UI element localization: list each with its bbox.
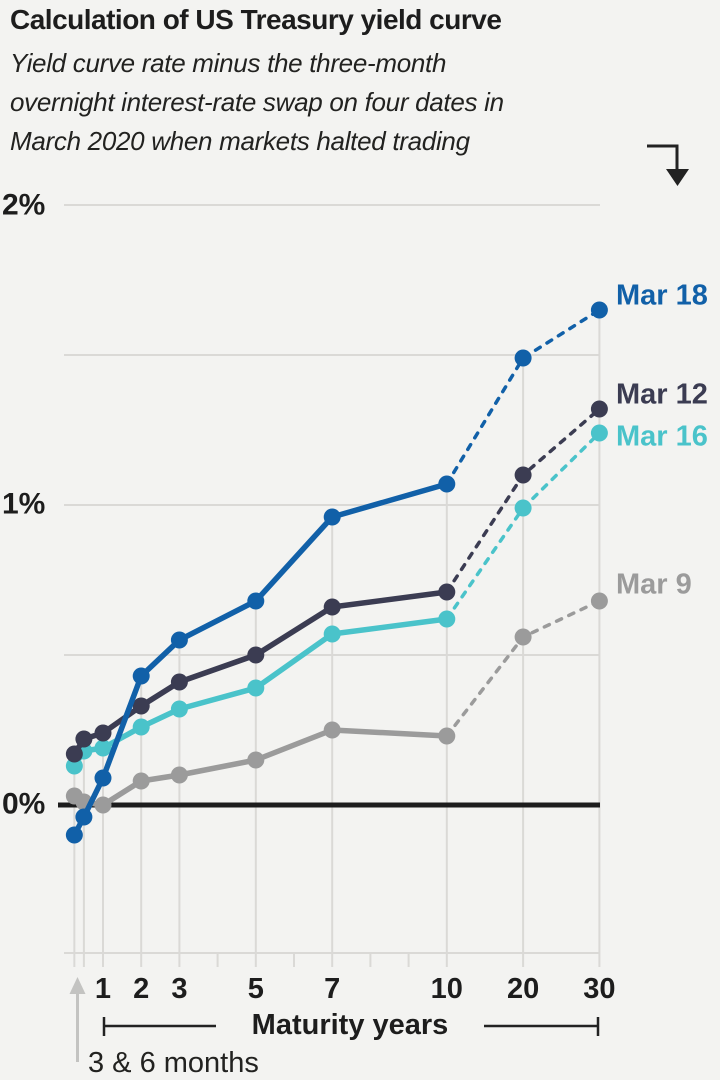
x-axis-tick-label: 1 [94,973,112,1005]
data-point [94,724,112,742]
data-point [323,598,341,616]
data-point [247,679,265,697]
subtitle-down-arrow [647,144,679,171]
x-axis-tick-label: 7 [324,973,341,1005]
data-point [65,826,83,844]
legend-label-mar-12: Mar 12 [616,378,708,411]
y-axis-label-0pct: 0% [2,787,46,821]
data-point [170,673,188,691]
data-point [438,475,456,493]
subtitle-line-1: Yield curve rate minus the three-month [10,48,447,78]
legend-label-mar-16: Mar 16 [616,420,708,453]
data-point [590,424,608,442]
data-point [514,628,532,646]
data-point [514,349,532,367]
data-point [438,610,456,628]
data-point [590,400,608,418]
y-axis-label-2pct: 2% [2,188,46,222]
data-point [65,745,83,763]
data-point [75,730,93,748]
data-point [247,751,265,769]
data-point [132,667,150,685]
y-axis-label-1pct: 1% [2,487,46,521]
x-axis-tick-label: 5 [247,973,264,1005]
page-title: Calculation of US Treasury yield curve [10,4,502,35]
series-line-solid [71,589,450,757]
data-point [132,718,150,736]
chart-subtitle: Yield curve rate minus the three-month o… [10,44,504,161]
legend-label-mar-18: Mar 18 [616,279,708,312]
data-point [170,700,188,718]
subtitle-down-arrowhead [666,169,689,186]
data-point [65,757,83,775]
data-point [247,646,265,664]
data-point [170,766,188,784]
data-point [438,583,456,601]
data-point [170,631,188,649]
data-point [94,769,112,787]
subtitle-line-2: overnight interest-rate swap on four dat… [10,87,504,117]
data-point [323,721,341,739]
data-point [438,727,456,745]
data-point [514,499,532,517]
subtitle-line-3: March 2020 when markets halted trading [10,126,470,156]
data-point [132,772,150,790]
data-point [94,796,112,814]
x-axis-months-label: 3 & 6 months [88,1047,259,1079]
data-point [514,466,532,484]
data-point [590,301,608,319]
x-axis-tick-label: 2 [133,973,150,1005]
x-axis-tick-label: 10 [430,973,463,1005]
x-axis-tick-label: 20 [506,973,540,1005]
data-point [94,739,112,757]
x-axis-title: Maturity years [251,1009,449,1041]
data-point [247,592,265,610]
x-axis-tick-label: 30 [583,973,616,1005]
series-line-solid [71,727,450,808]
data-point [75,808,93,826]
data-point [590,592,608,610]
x-axis-tick-label: 3 [171,973,188,1005]
months-up-arrowhead [69,977,86,994]
legend-label-mar-9: Mar 9 [616,568,692,601]
data-point [323,625,341,643]
data-point [323,508,341,526]
data-point [132,697,150,715]
